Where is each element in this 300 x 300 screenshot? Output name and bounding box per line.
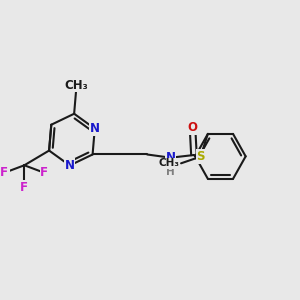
- Text: CH₃: CH₃: [159, 158, 180, 168]
- Text: N: N: [166, 151, 176, 164]
- Text: F: F: [0, 166, 8, 179]
- Text: S: S: [196, 150, 205, 163]
- Text: CH₃: CH₃: [64, 79, 88, 92]
- Text: O: O: [188, 121, 198, 134]
- Text: F: F: [40, 166, 48, 179]
- Text: N: N: [90, 122, 100, 135]
- Text: N: N: [65, 159, 75, 172]
- Text: H: H: [166, 167, 175, 177]
- Text: F: F: [20, 181, 28, 194]
